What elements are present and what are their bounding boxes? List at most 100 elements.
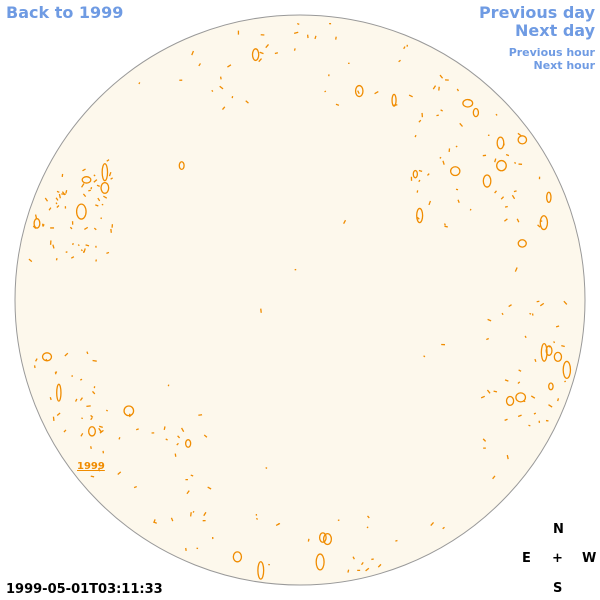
contour [360, 561, 364, 566]
contour [55, 202, 58, 205]
back-link[interactable]: Back to 1999 [6, 3, 124, 22]
contour [54, 372, 57, 375]
contour [462, 98, 474, 108]
contour [79, 397, 83, 401]
contour [174, 453, 177, 457]
previous-hour-link[interactable]: Previous hour [508, 46, 595, 59]
next-hour-link[interactable]: Next hour [533, 59, 596, 72]
contour [540, 342, 548, 362]
contour [86, 405, 91, 408]
contour [203, 434, 208, 438]
contour [181, 427, 185, 433]
contour [428, 200, 432, 206]
contour [315, 553, 325, 571]
previous-day-link[interactable]: Previous day [478, 3, 595, 22]
contour [93, 227, 97, 231]
contour [170, 517, 174, 522]
contour [277, 523, 280, 526]
contour [260, 308, 262, 313]
contour [65, 251, 68, 253]
contour [211, 89, 214, 92]
contour [56, 190, 60, 193]
image-label[interactable]: 1999 [77, 461, 105, 472]
contour [528, 424, 531, 427]
contour [504, 379, 509, 382]
contour [265, 467, 268, 469]
contour [106, 251, 110, 254]
contour [443, 223, 446, 226]
contour [165, 438, 168, 441]
contour [105, 409, 109, 412]
contour [99, 429, 104, 434]
contour [517, 239, 527, 248]
contour [232, 551, 243, 563]
contour [455, 145, 458, 148]
compass-north: N [553, 522, 564, 537]
contour [70, 256, 75, 259]
contour [203, 511, 207, 517]
contour [533, 412, 537, 415]
compass-south: S [553, 581, 563, 596]
contour [64, 352, 69, 357]
contour [198, 414, 203, 416]
contour [539, 302, 545, 307]
contour [163, 426, 166, 431]
contour [90, 414, 94, 418]
contour [251, 48, 260, 62]
contour [516, 218, 520, 223]
contour [530, 395, 536, 399]
contour [100, 181, 110, 194]
contour [553, 351, 563, 363]
contour [75, 203, 87, 220]
contour [418, 169, 423, 172]
contour [178, 161, 185, 171]
contour [367, 515, 370, 519]
contour [77, 244, 80, 247]
contour [511, 194, 516, 200]
contour [482, 438, 487, 442]
contour [393, 104, 398, 107]
contour [90, 475, 95, 478]
contour [324, 90, 327, 93]
contour [55, 258, 58, 261]
contour [93, 174, 96, 177]
contour [108, 171, 112, 177]
contour [34, 214, 38, 219]
contour [430, 521, 435, 526]
contour [493, 390, 498, 393]
contour [56, 412, 61, 416]
contour [508, 304, 512, 308]
contour [414, 134, 417, 138]
contour [561, 345, 565, 348]
contour [97, 197, 101, 202]
contour [82, 193, 87, 198]
contour [482, 174, 492, 188]
compass-west: W [582, 551, 597, 566]
next-day-link[interactable]: Next day [515, 21, 595, 40]
contour [395, 539, 398, 542]
contour [61, 191, 66, 196]
contour [500, 196, 505, 200]
timestamp: 1999-05-01T03:11:33 [6, 582, 163, 597]
contour [81, 176, 92, 184]
contour [548, 404, 553, 408]
contour [486, 389, 491, 394]
contour [103, 195, 108, 199]
contour [90, 186, 93, 190]
contour [501, 312, 504, 316]
contour [457, 199, 460, 204]
contour [534, 358, 537, 363]
contour [35, 358, 38, 362]
contour [505, 153, 510, 157]
contour [219, 85, 224, 90]
contour [133, 485, 137, 489]
contour [374, 91, 379, 95]
contour [391, 93, 397, 107]
contour [52, 244, 55, 249]
contours [28, 22, 572, 580]
contour [472, 107, 480, 118]
solar-disk [14, 14, 586, 586]
contour [449, 166, 461, 177]
contour [80, 432, 84, 437]
